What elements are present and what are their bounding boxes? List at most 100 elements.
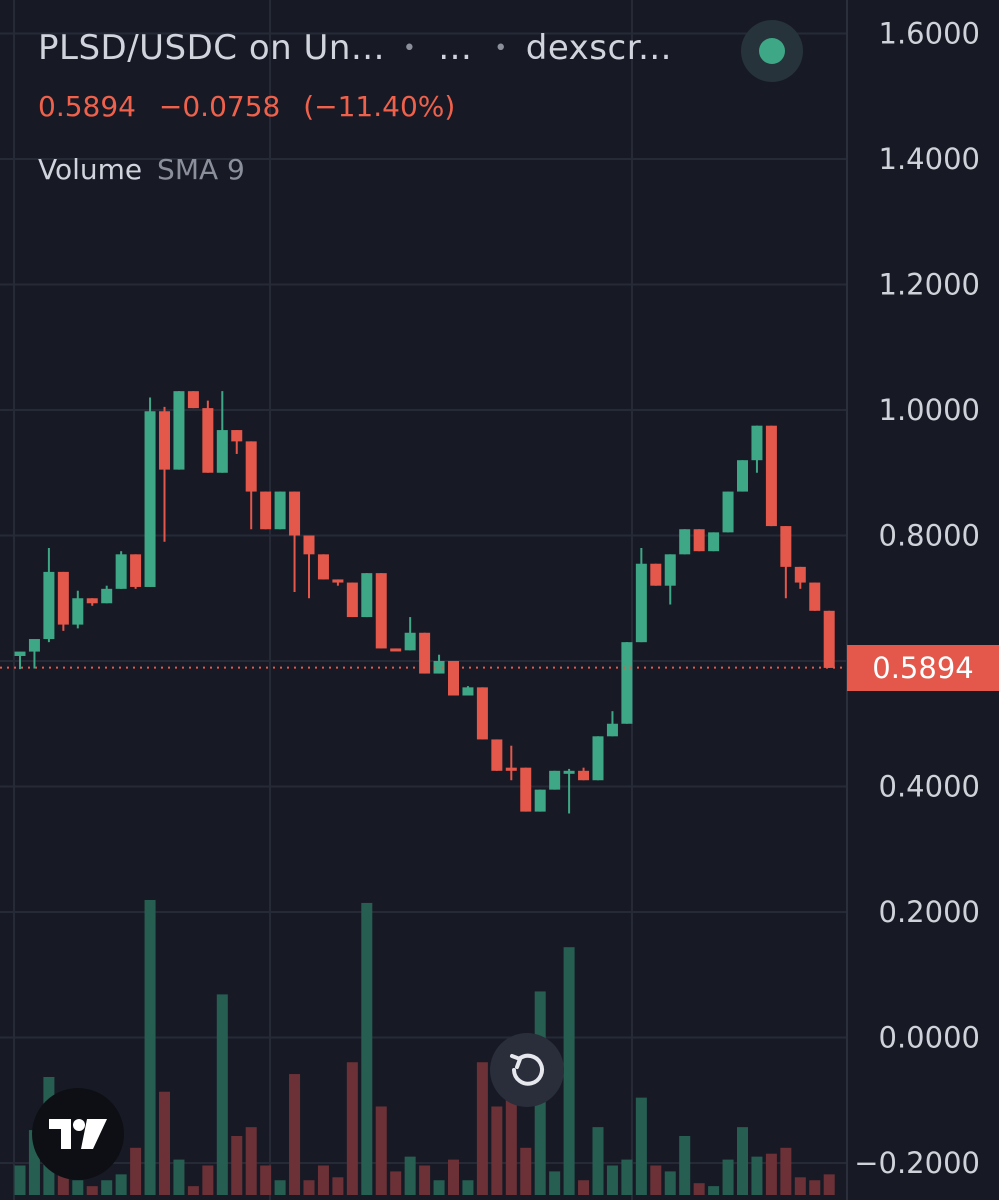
- volume-bar: [187, 1186, 199, 1195]
- volume-bar: [130, 1147, 142, 1195]
- volume-bar: [14, 1165, 26, 1195]
- candle-body: [72, 598, 84, 625]
- volume-bar: [664, 1171, 676, 1195]
- y-axis-tick-label: 1.4000: [879, 142, 980, 176]
- volume-bar: [101, 1180, 113, 1195]
- candle-body: [592, 736, 604, 781]
- candle-body: [346, 582, 358, 618]
- y-axis-tick-label: −0.2000: [854, 1146, 980, 1180]
- candle-body: [419, 632, 431, 674]
- y-axis-tick-label: 0.4000: [879, 770, 980, 804]
- volume-bar: [419, 1165, 431, 1195]
- volume-bar: [708, 1186, 720, 1195]
- volume-bar: [433, 1180, 445, 1195]
- candle-body: [130, 554, 142, 587]
- interval-ellipsis[interactable]: ...: [438, 28, 473, 68]
- candle-body: [578, 770, 590, 781]
- volume-bar: [476, 1062, 488, 1195]
- candle-body: [650, 563, 662, 586]
- volume-bar: [173, 1159, 185, 1195]
- volume-bar: [86, 1186, 98, 1195]
- price-change: −0.0758: [158, 90, 281, 123]
- reset-chart-button[interactable]: [490, 1033, 564, 1107]
- candle-body: [173, 391, 185, 470]
- volume-bar: [390, 1171, 402, 1195]
- volume-bar: [260, 1165, 272, 1195]
- candle-body: [28, 639, 40, 652]
- candle-body: [101, 588, 113, 604]
- candle-body: [563, 770, 575, 774]
- symbol-header[interactable]: PLSD/USDC on Un... • ... • dexscr...: [38, 28, 672, 68]
- volume-bar: [303, 1180, 315, 1195]
- volume-bar: [462, 1180, 474, 1195]
- y-axis-tick-label: 1.6000: [879, 17, 980, 51]
- volume-bar: [289, 1074, 301, 1195]
- pair-title[interactable]: PLSD/USDC on Un...: [38, 28, 385, 68]
- separator-dot: •: [402, 35, 417, 61]
- volume-bar: [274, 1180, 286, 1195]
- candle-body: [693, 529, 705, 552]
- candle-body: [115, 554, 127, 589]
- candle-body: [274, 491, 286, 530]
- volume-bar: [346, 1062, 358, 1195]
- y-axis-tick-label: 0.0000: [879, 1021, 980, 1055]
- volume-bar: [592, 1127, 604, 1195]
- volume-bar: [72, 1180, 84, 1195]
- candle-body: [390, 648, 402, 652]
- candle-body: [491, 739, 503, 771]
- candle-body: [361, 573, 373, 618]
- volume-bar: [448, 1159, 459, 1195]
- candle-body: [144, 411, 156, 587]
- volume-bar: [202, 1165, 214, 1195]
- volume-bar: [549, 1171, 561, 1195]
- y-axis-tick-label: 1.0000: [879, 393, 980, 427]
- volume-bar: [693, 1183, 705, 1195]
- volume-bar: [361, 902, 373, 1195]
- y-axis-tick-label: 1.2000: [879, 268, 980, 302]
- candle-body: [534, 789, 546, 812]
- candle-body: [433, 661, 445, 674]
- candle-body: [549, 770, 561, 790]
- candle-body: [317, 554, 329, 580]
- candle-body: [448, 661, 459, 696]
- candle-body: [375, 573, 387, 649]
- candle-body: [245, 441, 257, 492]
- volume-bar: [578, 1180, 590, 1195]
- candle-body: [635, 563, 647, 643]
- candle-body: [679, 529, 691, 555]
- last-price-tag: 0.5894: [847, 645, 999, 691]
- indicator-params[interactable]: SMA 9: [157, 153, 245, 186]
- volume-bar: [722, 1159, 734, 1195]
- volume-bar: [737, 1127, 748, 1195]
- candle-body: [476, 687, 488, 740]
- volume-bar: [491, 1106, 503, 1195]
- volume-bar: [751, 1156, 763, 1195]
- data-source[interactable]: dexscr...: [525, 28, 672, 68]
- volume-bar: [794, 1177, 806, 1195]
- volume-bar: [520, 1147, 532, 1195]
- volume-bar: [317, 1165, 329, 1195]
- candle-body: [780, 526, 792, 567]
- tradingview-logo-icon[interactable]: [32, 1088, 124, 1180]
- candle-body: [751, 425, 763, 461]
- candle-body: [216, 430, 228, 473]
- indicator-legend[interactable]: Volume SMA 9: [38, 153, 672, 186]
- volume-bar: [606, 1165, 618, 1195]
- candle-body: [43, 571, 55, 640]
- volume-bar: [505, 1094, 517, 1195]
- candle-body: [159, 411, 170, 470]
- quote-line: 0.5894 −0.0758 (−11.40%): [38, 90, 672, 123]
- price-change-percent: (−11.40%): [303, 90, 456, 123]
- candle-body: [404, 632, 416, 651]
- candle-body: [621, 642, 633, 724]
- candle-body: [14, 651, 26, 656]
- candle-body: [520, 767, 532, 812]
- volume-bar: [404, 1156, 416, 1195]
- candle-body: [462, 687, 474, 696]
- volume-bar: [159, 1091, 170, 1195]
- candle-body: [289, 491, 301, 536]
- candle-body: [86, 598, 98, 604]
- indicator-name[interactable]: Volume: [38, 153, 143, 186]
